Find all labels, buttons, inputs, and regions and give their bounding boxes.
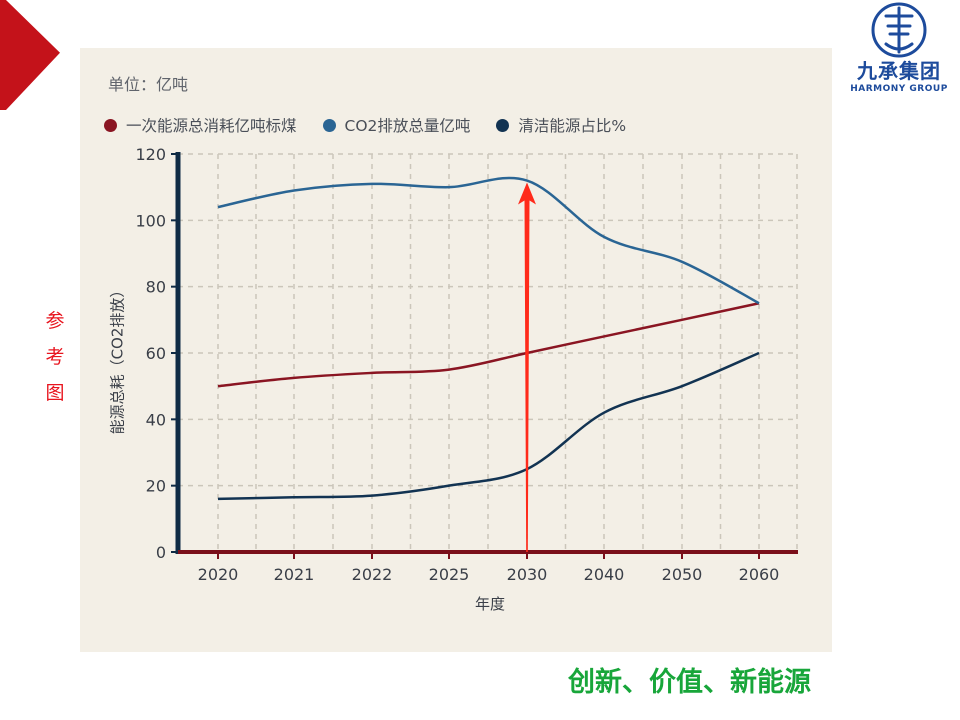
series-line-co2 (217, 176, 760, 305)
legend-dot-icon (322, 118, 336, 132)
x-tick-label: 2025 (429, 565, 470, 584)
logo-subtitle: HARMONY GROUP (850, 84, 948, 94)
x-axis-label: 年度 (474, 595, 505, 613)
legend-item-clean[interactable]: 清洁能源占比% (496, 114, 626, 136)
chart-legend: 一次能源总消耗亿吨标煤 CO2排放总量亿吨 清洁能源占比% (104, 114, 626, 136)
x-tick-label: 2040 (584, 565, 625, 584)
series-line-clean (217, 351, 760, 501)
side-label-char: 考 (45, 346, 65, 368)
side-label-char: 图 (45, 382, 65, 404)
annotation-arrow-icon (518, 182, 536, 553)
logo-title: 九承集团 (857, 59, 941, 83)
x-tick-label: 2060 (739, 565, 780, 584)
y-axis-label: 能源总耗（CO2排放） (108, 282, 127, 435)
unit-label: 单位：亿吨 (108, 75, 189, 94)
y-tick-label: 100 (135, 211, 166, 230)
legend-label: CO2排放总量亿吨 (344, 117, 471, 135)
legend-dot-icon (104, 118, 117, 132)
legend-dot-icon (496, 118, 510, 132)
y-tick-label: 0 (156, 543, 166, 562)
series-line-energy (217, 302, 760, 388)
y-tick-label: 120 (135, 145, 166, 164)
x-tick-label: 2050 (662, 565, 703, 584)
y-tick-label: 60 (146, 344, 166, 363)
y-tick-label: 80 (146, 278, 166, 297)
legend-label: 一次能源总消耗亿吨标煤 (126, 117, 297, 135)
y-tick-label: 20 (146, 477, 166, 496)
legend-item-co2[interactable]: CO2排放总量亿吨 (322, 114, 471, 136)
slogan: 创新、价值、新能源 (568, 667, 811, 698)
side-label-char: 参 (45, 310, 65, 332)
x-tick-label: 2022 (352, 565, 393, 584)
side-label: 参 考 图 (40, 303, 70, 411)
legend-label: 清洁能源占比% (518, 117, 627, 135)
x-tick-label: 2030 (507, 565, 548, 584)
x-tick-label: 2021 (274, 565, 315, 584)
x-tick-label: 2020 (198, 565, 239, 584)
y-tick-label: 40 (146, 410, 166, 429)
legend-item-energy[interactable]: 一次能源总消耗亿吨标煤 (104, 114, 297, 136)
company-logo-icon (871, 2, 927, 58)
